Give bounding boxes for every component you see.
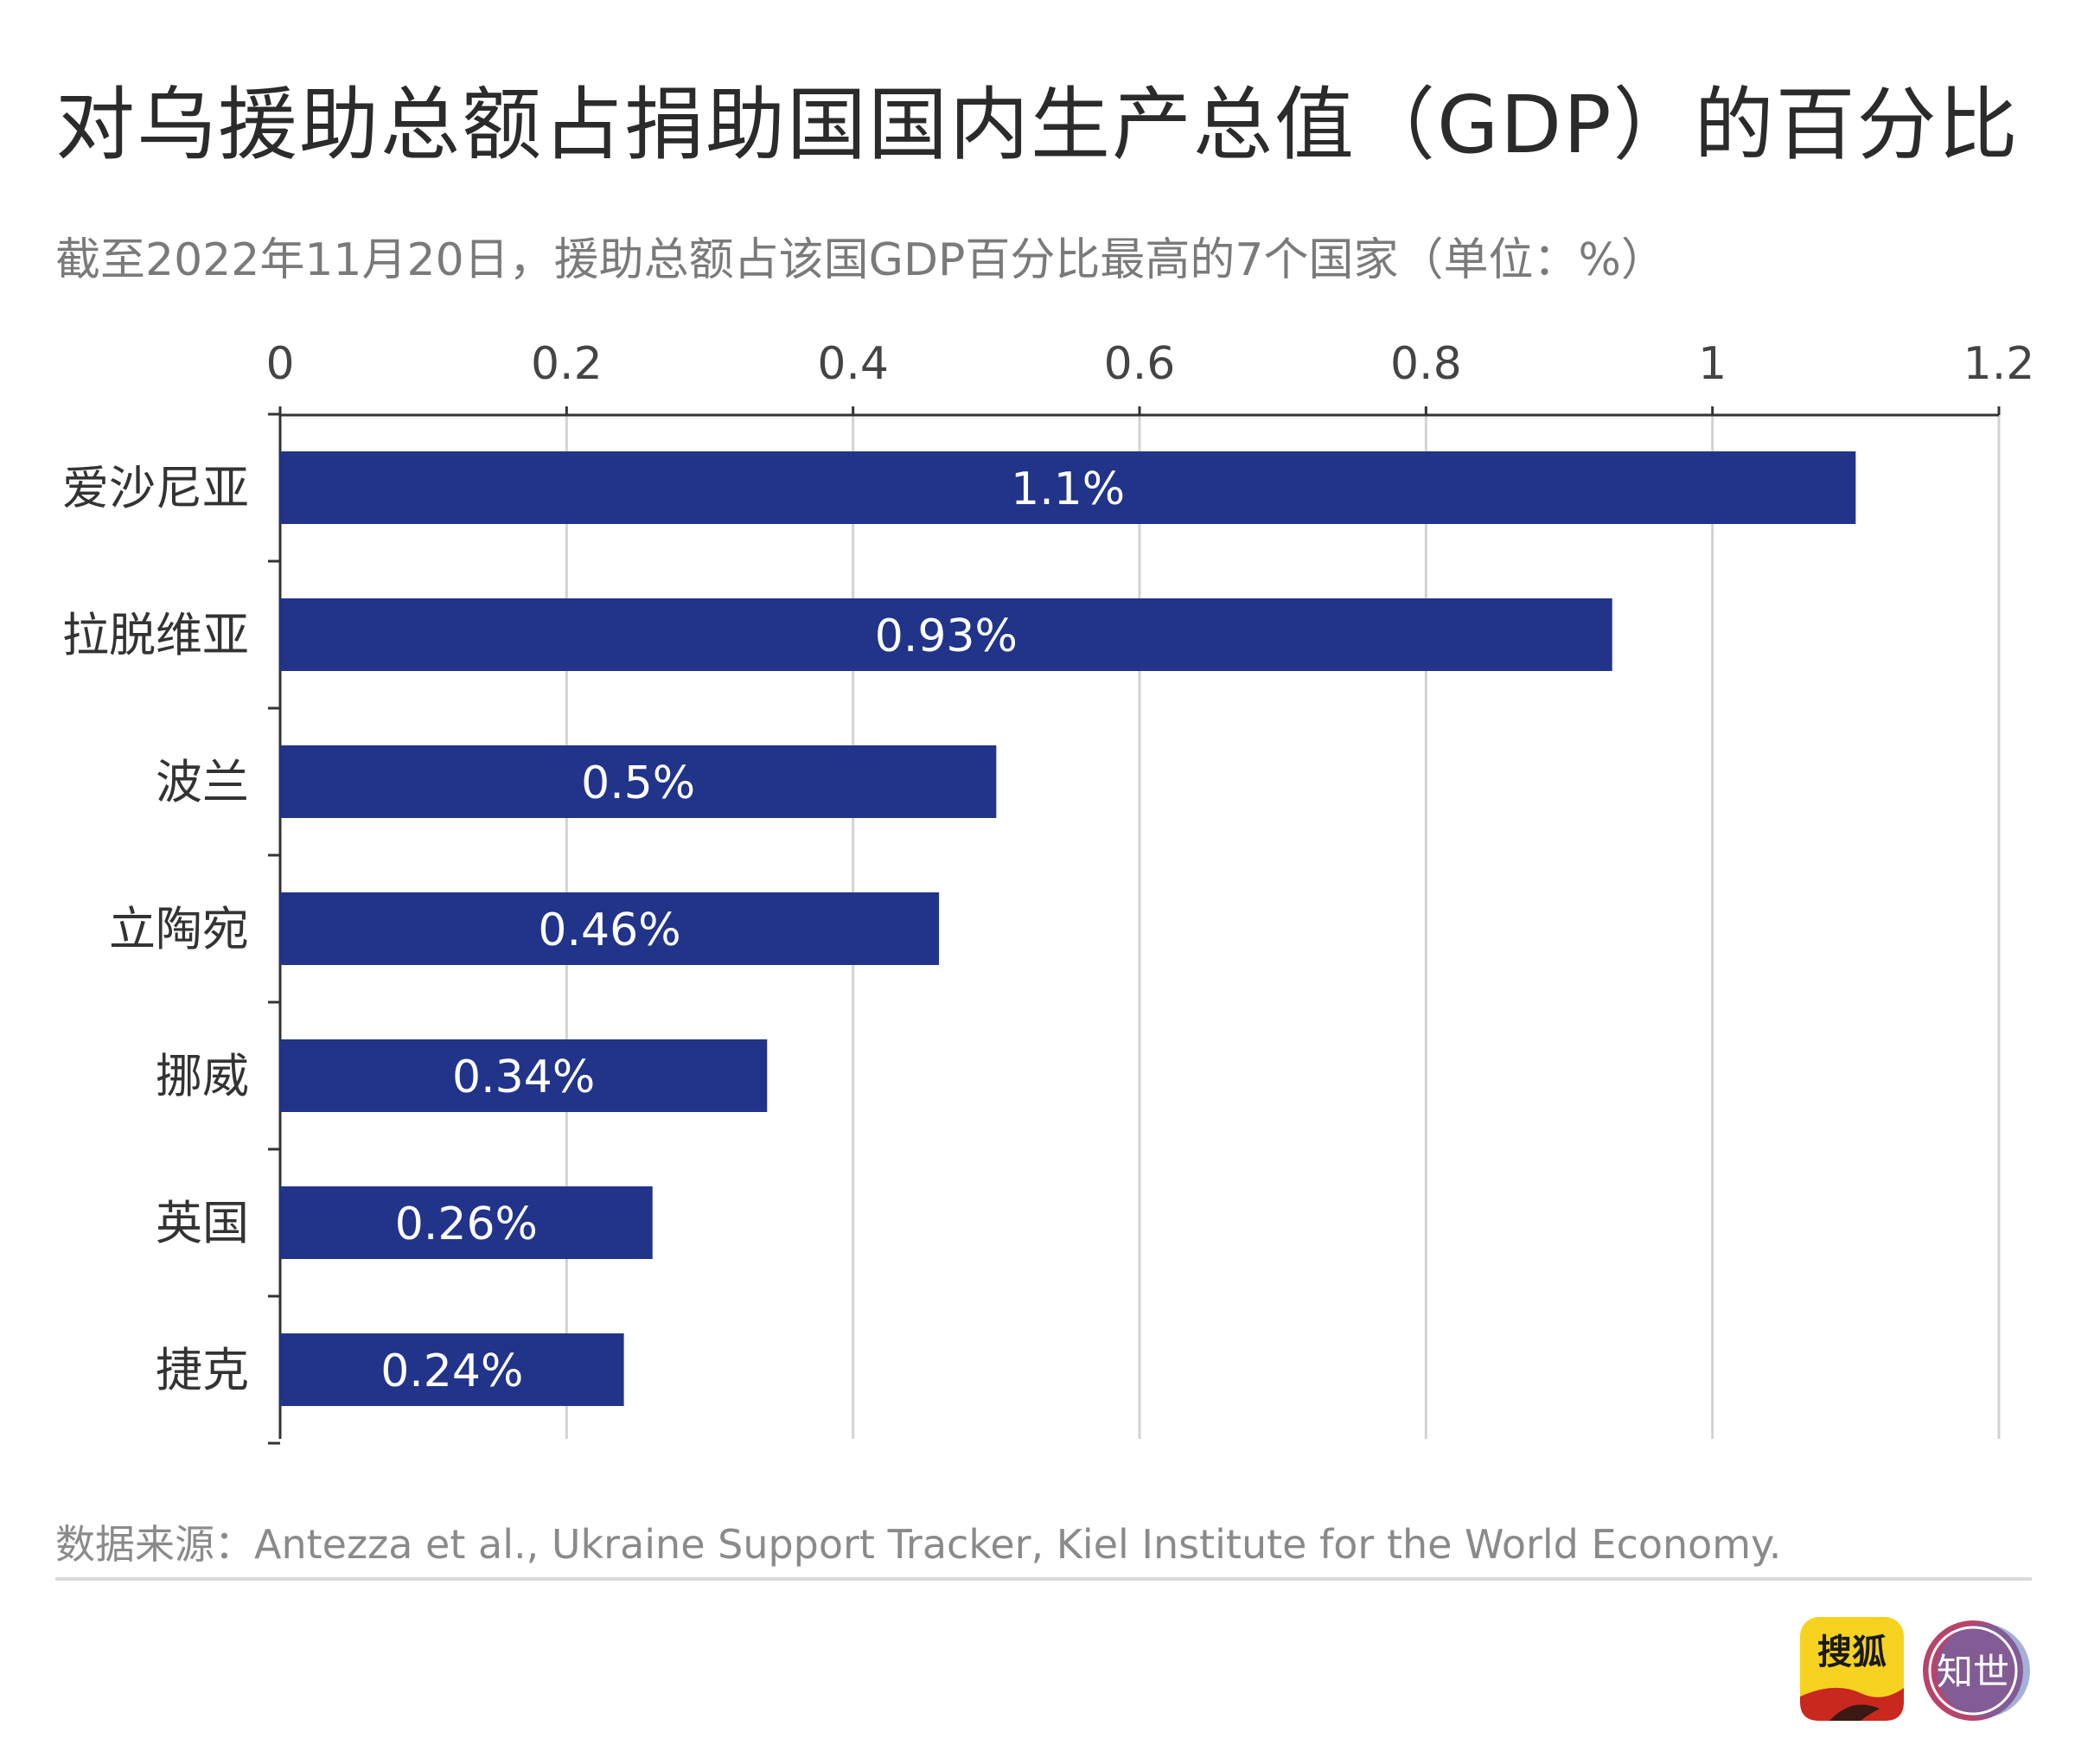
bar bbox=[280, 451, 1856, 524]
zhishi-logo: 知世 bbox=[1923, 1620, 2030, 1721]
bar-chart: 0 0.2 0.4 0.6 0.8 1 1.2 爱沙尼亚 1.1% 拉脱维亚 0.93% 波兰 0.5%… bbox=[62, 338, 2035, 1445]
category-label: 拉脱维亚 bbox=[62, 608, 249, 662]
data-label: 0.24% bbox=[380, 1345, 523, 1397]
x-tick-label: 1 bbox=[1698, 338, 1727, 390]
bar bbox=[280, 598, 1612, 671]
bar bbox=[280, 1039, 768, 1112]
chart-title: 对乌援助总额占捐助国国内生产总值（GDP）的百分比 bbox=[55, 79, 2020, 171]
x-tick-label: 0.8 bbox=[1390, 338, 1462, 390]
svg-text:搜狐: 搜狐 bbox=[1817, 1633, 1887, 1672]
category-label: 爱沙尼亚 bbox=[62, 461, 249, 515]
logo-group: 搜狐 知世 bbox=[1800, 1617, 2030, 1721]
footer-divider bbox=[55, 1577, 2032, 1581]
bar bbox=[280, 745, 997, 818]
svg-text:知世: 知世 bbox=[1937, 1651, 2009, 1693]
data-label: 1.1% bbox=[1011, 463, 1125, 515]
category-label: 捷克 bbox=[156, 1343, 249, 1397]
x-tick-label: 0.2 bbox=[531, 338, 603, 390]
x-tick-label: 0.4 bbox=[817, 338, 889, 390]
x-tick-label: 0.6 bbox=[1104, 338, 1176, 390]
bar bbox=[280, 1186, 653, 1259]
data-label: 0.26% bbox=[395, 1198, 538, 1250]
x-tick-label: 0 bbox=[265, 338, 294, 390]
data-label: 0.34% bbox=[452, 1051, 595, 1103]
x-tick-label: 1.2 bbox=[1963, 338, 2035, 390]
category-label: 挪威 bbox=[156, 1049, 249, 1103]
bar bbox=[280, 1333, 624, 1406]
data-label: 0.46% bbox=[538, 904, 680, 956]
bar bbox=[280, 892, 940, 965]
data-label: 0.93% bbox=[875, 610, 1018, 662]
data-label: 0.5% bbox=[581, 757, 695, 809]
category-label: 英国 bbox=[156, 1196, 249, 1250]
category-label: 波兰 bbox=[156, 755, 249, 809]
sohu-logo: 搜狐 bbox=[1800, 1617, 1904, 1721]
category-label: 立陶宛 bbox=[109, 902, 249, 956]
data-source: 数据来源：Antezza et al., Ukraine Support Tra… bbox=[55, 1521, 1782, 1568]
chart-subtitle: 截至2022年11月20日，援助总额占该国GDP百分比最高的7个国家（单位：%） bbox=[55, 234, 1666, 286]
